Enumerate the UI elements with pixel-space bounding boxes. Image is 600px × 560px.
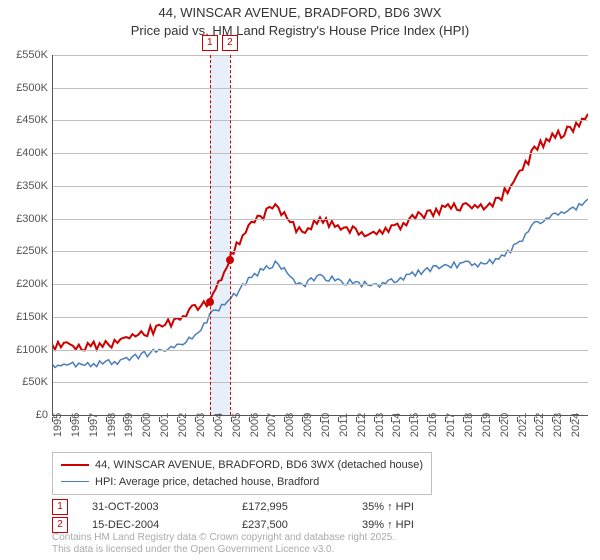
x-axis-label: 2002 (177, 413, 189, 437)
x-axis-label: 2013 (374, 413, 386, 437)
gridline (52, 317, 588, 318)
sale-row: 1 31-OCT-2003£172,99535% ↑ HPI (52, 498, 482, 516)
y-axis-label: £300K (4, 213, 48, 225)
chart-container: 44, WINSCAR AVENUE, BRADFORD, BD6 3WX Pr… (0, 0, 600, 560)
x-axis-label: 2010 (320, 413, 332, 437)
x-axis-label: 2019 (481, 413, 493, 437)
plot-area: £0£50K£100K£150K£200K£250K£300K£350K£400… (52, 55, 588, 415)
sale-relative: 39% ↑ HPI (362, 519, 482, 531)
title-line2: Price paid vs. HM Land Registry's House … (131, 23, 469, 38)
y-axis-label: £450K (4, 114, 48, 126)
legend-swatch (61, 481, 89, 482)
x-axis-label: 1996 (70, 413, 82, 437)
x-axis-label: 2000 (141, 413, 153, 437)
sale-marker-dot (226, 256, 234, 264)
sale-marker-box: 1 (202, 35, 218, 51)
x-axis-label: 2015 (409, 413, 421, 437)
legend-label: 44, WINSCAR AVENUE, BRADFORD, BD6 3WX (d… (95, 457, 423, 474)
title-line1: 44, WINSCAR AVENUE, BRADFORD, BD6 3WX (159, 5, 442, 20)
x-axis-label: 2003 (195, 413, 207, 437)
x-axis-label: 2011 (338, 413, 350, 437)
x-axis-label: 2023 (552, 413, 564, 437)
sale-index-box: 1 (52, 499, 68, 515)
sale-relative: 35% ↑ HPI (362, 501, 482, 513)
gridline (52, 350, 588, 351)
gridline (52, 186, 588, 187)
sales-table: 1 31-OCT-2003£172,99535% ↑ HPI 2 15-DEC-200… (52, 498, 482, 534)
legend-row: HPI: Average price, detached house, Brad… (61, 474, 423, 491)
gridline (52, 120, 588, 121)
legend-label: HPI: Average price, detached house, Brad… (95, 474, 319, 491)
x-axis-label: 1999 (123, 413, 135, 437)
x-axis-label: 2017 (445, 413, 457, 437)
x-axis-label: 2012 (356, 413, 368, 437)
gridline (52, 251, 588, 252)
sale-guideline (230, 55, 231, 415)
x-axis-label: 2018 (463, 413, 475, 437)
x-axis-label: 2006 (249, 413, 261, 437)
x-axis-label: 2024 (570, 413, 582, 437)
y-axis-label: £150K (4, 311, 48, 323)
y-axis-label: £50K (4, 376, 48, 388)
gridline (52, 55, 588, 56)
attribution-text: Contains HM Land Registry data © Crown c… (52, 532, 395, 556)
gridline (52, 219, 588, 220)
attribution-line2: This data is licensed under the Open Gov… (52, 544, 334, 555)
series-property (52, 114, 588, 351)
gridline (52, 284, 588, 285)
x-axis-label: 2016 (427, 413, 439, 437)
line-svg (52, 55, 588, 415)
x-axis-label: 1998 (106, 413, 118, 437)
sale-price: £237,500 (242, 519, 362, 531)
x-axis-label: 2005 (231, 413, 243, 437)
x-axis-label: 2004 (213, 413, 225, 437)
sale-index-box: 2 (52, 517, 68, 533)
y-axis-label: £500K (4, 82, 48, 94)
x-axis-label: 1997 (88, 413, 100, 437)
x-axis-label: 1995 (52, 413, 64, 437)
x-axis-label: 2020 (499, 413, 511, 437)
y-axis-label: £100K (4, 344, 48, 356)
x-axis-label: 2001 (159, 413, 171, 437)
gridline (52, 88, 588, 89)
sale-marker-dot (206, 298, 214, 306)
legend-box: 44, WINSCAR AVENUE, BRADFORD, BD6 3WX (d… (52, 452, 432, 495)
attribution-line1: Contains HM Land Registry data © Crown c… (52, 532, 395, 543)
x-axis-label: 2009 (302, 413, 314, 437)
x-axis-label: 2008 (284, 413, 296, 437)
gridline (52, 382, 588, 383)
chart-title: 44, WINSCAR AVENUE, BRADFORD, BD6 3WX Pr… (0, 0, 600, 39)
legend-swatch (61, 464, 89, 466)
legend-row: 44, WINSCAR AVENUE, BRADFORD, BD6 3WX (d… (61, 457, 423, 474)
x-axis-label: 2007 (266, 413, 278, 437)
sale-price: £172,995 (242, 501, 362, 513)
sale-guideline (210, 55, 211, 415)
y-axis-label: £550K (4, 49, 48, 61)
sale-date: 15-DEC-2004 (92, 519, 242, 531)
x-axis-label: 2021 (517, 413, 529, 437)
sale-date: 31-OCT-2003 (92, 501, 242, 513)
x-axis-label: 2022 (534, 413, 546, 437)
y-axis-label: £200K (4, 278, 48, 290)
y-axis-label: £250K (4, 245, 48, 257)
y-axis-label: £350K (4, 180, 48, 192)
x-axis-label: 2014 (391, 413, 403, 437)
y-axis-label: £0 (4, 409, 48, 421)
sale-marker-box: 2 (222, 35, 238, 51)
gridline (52, 153, 588, 154)
y-axis-label: £400K (4, 147, 48, 159)
